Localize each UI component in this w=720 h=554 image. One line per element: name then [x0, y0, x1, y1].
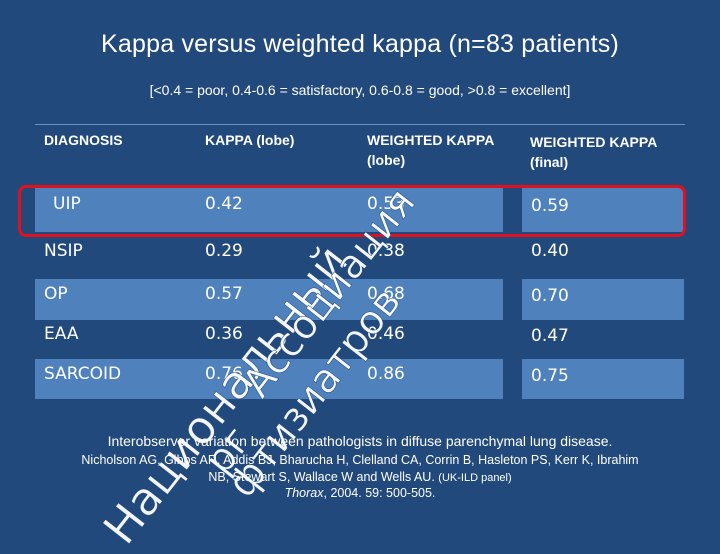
- cell-weighted-kappa-final: 0.47: [531, 326, 569, 346]
- uip-row-highlight: [18, 185, 686, 237]
- row-band-op-final: [522, 279, 684, 320]
- cell-weighted-kappa-final: 0.75: [531, 366, 569, 386]
- cell-kappa-lobe: 0.36: [205, 324, 243, 344]
- cell-diagnosis: UIP: [53, 194, 81, 214]
- cell-kappa-lobe: 0.57: [205, 284, 243, 304]
- row-band-uip: [35, 188, 503, 232]
- cell-diagnosis: SARCOID: [44, 364, 122, 384]
- header-diagnosis: DIAGNOSIS: [44, 132, 123, 148]
- reference-panel: (UK-ILD panel): [438, 472, 512, 484]
- reference-journal: Thorax: [284, 486, 324, 500]
- row-band-op: [35, 279, 503, 320]
- cell-diagnosis: EAA: [44, 324, 79, 344]
- cell-weighted-kappa-final: 0.59: [531, 196, 569, 216]
- cell-kappa-lobe: 0.29: [205, 241, 243, 261]
- reference-title: Interobserver variation between patholog…: [107, 433, 613, 449]
- cell-kappa-lobe: 0.42: [205, 194, 243, 214]
- cell-weighted-kappa-final: 0.70: [531, 286, 569, 306]
- reference-authors-line2: NB, Stewart S, Wallace W and Wells AU. (…: [0, 470, 720, 484]
- cell-diagnosis: OP: [44, 284, 68, 304]
- reference-authors-line1: Nicholson AG, Gibbs AR, Addis BJ, Bharuc…: [81, 453, 639, 467]
- cell-diagnosis: NSIP: [44, 241, 83, 261]
- cell-weighted-kappa-lobe: 0.46: [367, 324, 405, 344]
- cell-weighted-kappa-lobe: 0.68: [367, 284, 405, 304]
- kappa-scale-legend: [<0.4 = poor, 0.4-0.6 = satisfactory, 0.…: [149, 82, 571, 98]
- row-band-sarcoid-final: [522, 359, 684, 399]
- reference-authors-line2-text: NB, Stewart S, Wallace W and Wells AU.: [208, 470, 435, 484]
- reference-citation: Thorax, 2004. 59: 500-505.: [0, 486, 720, 500]
- reference-citation-details: , 2004. 59: 500-505.: [323, 486, 436, 500]
- cell-weighted-kappa-lobe: 0.38: [367, 241, 405, 261]
- cell-weighted-kappa-final: 0.40: [531, 241, 569, 261]
- row-band-uip-final: [522, 188, 684, 232]
- header-weighted-kappa-final: WEIGHTED KAPPA (final): [530, 134, 657, 170]
- row-band-sarcoid: [35, 359, 503, 399]
- slide-title: Kappa versus weighted kappa (n=83 patien…: [101, 30, 619, 58]
- table-top-divider: [35, 124, 685, 125]
- header-kappa-lobe: KAPPA (lobe): [205, 132, 295, 148]
- cell-kappa-lobe: 0.76: [205, 364, 243, 384]
- header-weighted-kappa-lobe: WEIGHTED KAPPA (lobe): [367, 132, 494, 168]
- cell-weighted-kappa-lobe: 0.53: [367, 194, 405, 214]
- cell-weighted-kappa-lobe: 0.86: [367, 364, 405, 384]
